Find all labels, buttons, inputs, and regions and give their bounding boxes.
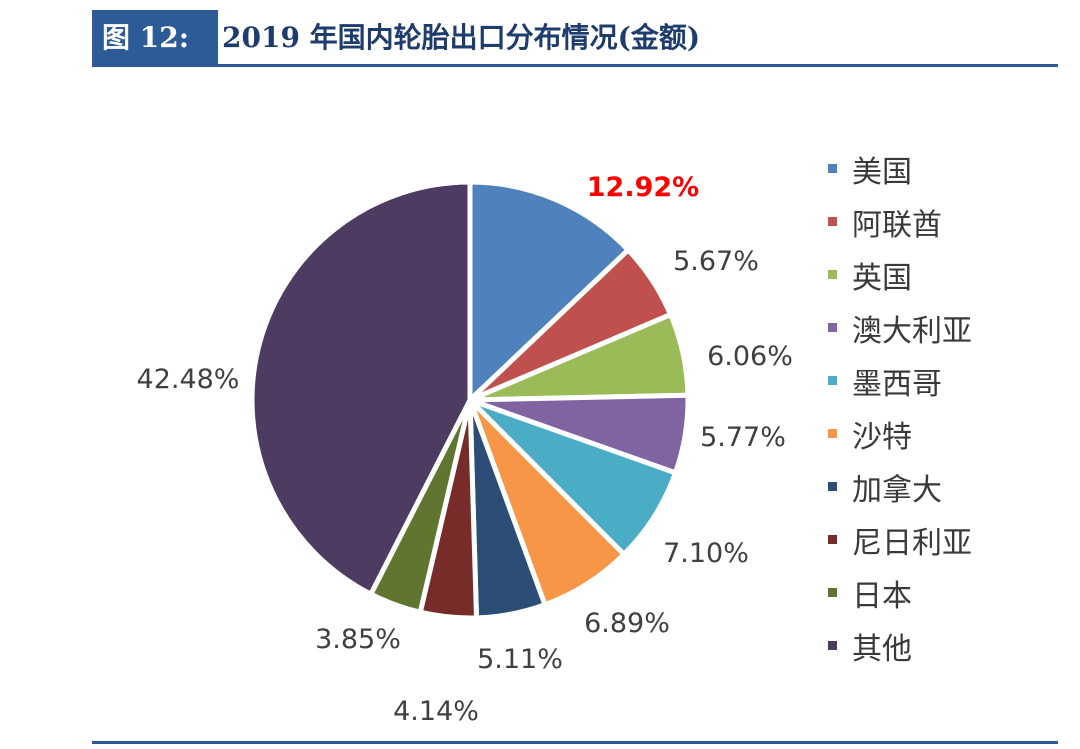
figure-number-badge: 图 12: [92,10,218,66]
legend-swatch [828,323,837,332]
legend-item-6: 沙特 [828,407,972,460]
legend-label: 加拿大 [852,472,942,508]
legend-label: 美国 [852,154,912,190]
legend-label: 澳大利亚 [852,313,972,349]
header-divider [92,64,1058,67]
legend-swatch [828,217,837,226]
pie-slice-1 [467,179,631,403]
data-label-8: 4.14% [393,696,479,727]
data-label-4: 5.77% [700,422,786,453]
footer-divider [92,741,1058,744]
legend-swatch [828,588,837,597]
figure-title: 2019 年国内轮胎出口分布情况(金额) [222,21,701,54]
legend-label: 沙特 [852,419,912,455]
legend-swatch [828,164,837,173]
pie-slice-10 [249,179,473,597]
figure-header: 图 12: 2019 年国内轮胎出口分布情况(金额) [92,10,1058,66]
data-label-3: 6.06% [707,341,793,372]
legend-label: 其他 [852,631,912,667]
legend-label: 日本 [852,578,912,614]
legend-label: 英国 [852,260,912,296]
data-label-6: 6.89% [584,608,670,639]
legend-item-4: 澳大利亚 [828,301,972,354]
legend-item-3: 英国 [828,248,972,301]
legend-swatch [828,641,837,650]
legend-item-10: 其他 [828,619,972,672]
legend-label: 阿联酋 [852,207,942,243]
legend-item-8: 尼日利亚 [828,513,972,566]
legend-item-7: 加拿大 [828,460,972,513]
legend-swatch [828,535,837,544]
legend-item-9: 日本 [828,566,972,619]
legend-item-2: 阿联酋 [828,195,972,248]
legend-item-5: 墨西哥 [828,354,972,407]
legend-swatch [828,482,837,491]
data-label-5: 7.10% [663,538,749,569]
legend-item-1: 美国 [828,142,972,195]
legend-swatch [828,376,837,385]
data-label-7: 5.11% [477,644,563,675]
data-label-1: 12.92% [587,172,699,203]
legend-swatch [828,270,837,279]
data-label-2: 5.67% [673,246,759,277]
data-label-9: 3.85% [315,624,401,655]
legend-label: 墨西哥 [852,366,942,402]
legend-label: 尼日利亚 [852,525,972,561]
legend-swatch [828,429,837,438]
chart-legend: 美国阿联酋英国澳大利亚墨西哥沙特加拿大尼日利亚日本其他 [828,142,972,672]
data-label-10: 42.48% [137,364,240,395]
